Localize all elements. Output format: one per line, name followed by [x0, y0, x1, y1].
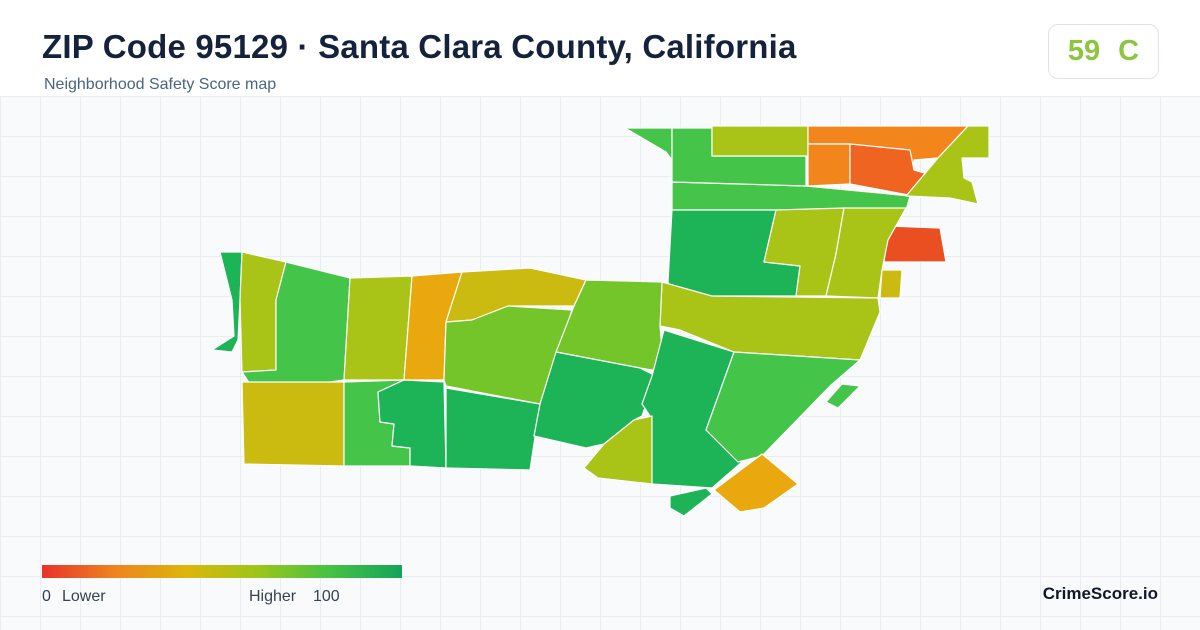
map-region[interactable]	[713, 453, 799, 513]
page-title: ZIP Code 95129 · Santa Clara County, Cal…	[42, 28, 797, 65]
score-value: 59	[1067, 35, 1101, 67]
legend-color-bar	[42, 565, 402, 578]
map-region[interactable]	[711, 125, 809, 157]
map-region[interactable]	[211, 251, 243, 353]
map-region[interactable]	[583, 415, 653, 485]
brand-logo-text: CrimeScore.io	[1042, 584, 1158, 603]
map-region[interactable]	[669, 487, 713, 517]
legend-min-label: Lower	[62, 588, 106, 605]
page-subtitle: Neighborhood Safety Score map	[44, 76, 277, 93]
score-badge: 59 C	[1048, 24, 1159, 79]
map-region[interactable]	[807, 143, 851, 187]
map-region[interactable]	[377, 379, 447, 469]
map-region[interactable]	[825, 383, 861, 409]
map-region[interactable]	[905, 125, 990, 205]
map-region[interactable]	[879, 269, 903, 299]
map-region[interactable]	[343, 275, 413, 381]
score-grade: C	[1118, 35, 1140, 67]
legend-max-value: 100	[313, 588, 340, 605]
map-region[interactable]	[445, 387, 541, 471]
map-region[interactable]	[825, 207, 907, 299]
map-region[interactable]	[555, 279, 665, 373]
legend-max-label: Higher	[249, 588, 297, 605]
map-region[interactable]	[241, 381, 345, 467]
header	[0, 0, 1200, 96]
legend-min-value: 0	[42, 588, 51, 605]
